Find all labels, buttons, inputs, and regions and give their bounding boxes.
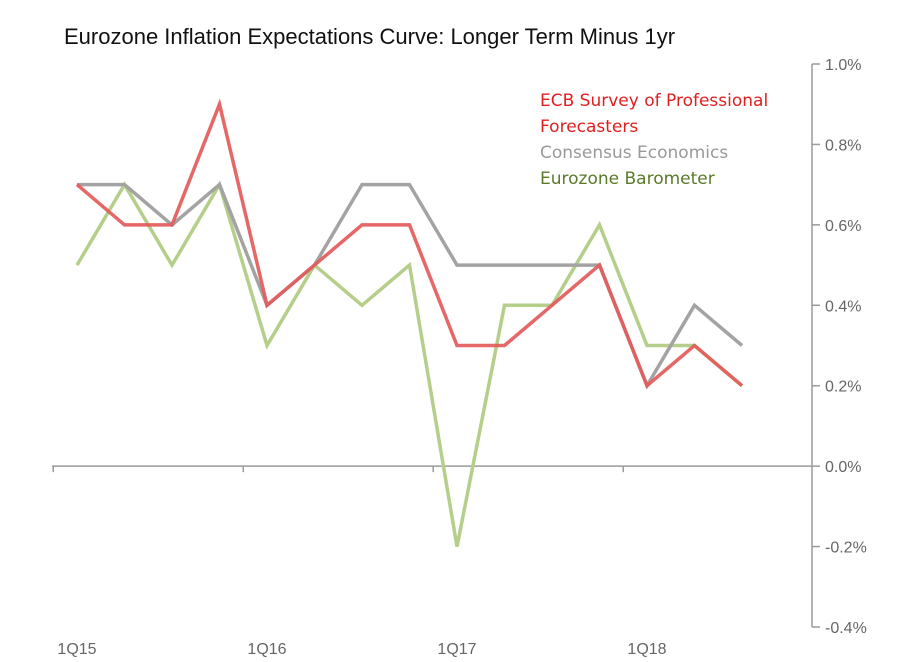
legend-entry-ecb-line2: Forecasters — [540, 117, 639, 137]
y-tick-label: 0.4% — [825, 298, 861, 315]
y-tick-label: 0.2% — [825, 379, 861, 396]
series-line-eurozone-barometer — [75, 180, 744, 547]
x-tick-label: 1Q16 — [247, 641, 286, 658]
y-tick-label: 0.8% — [825, 137, 861, 154]
axis-labels: 1.0% 0.8% 0.6% 0.4% 0.2% 0.0% -0.2% -0.4% 1Q15 1Q… — [57, 57, 866, 658]
x-tick-label: 1Q15 — [57, 641, 96, 658]
chart-title: Eurozone Inflation Expectations Curve: L… — [64, 24, 676, 49]
y-tick-label: 0.0% — [825, 459, 861, 476]
y-tick-label: 0.6% — [825, 218, 861, 235]
y-tick-label: 1.0% — [825, 57, 861, 74]
x-tick-label: 1Q17 — [437, 641, 476, 658]
legend-entry-ecb-line1: ECB Survey of Professional — [540, 91, 769, 111]
x-tick-label: 1Q18 — [627, 641, 666, 658]
series-line-ecb-survey-of-professional-forecasters — [75, 98, 744, 389]
legend-entry-consensus: Consensus Economics — [540, 143, 729, 163]
y-tick-label: -0.4% — [825, 620, 867, 637]
legend-entry-barometer: Eurozone Barometer — [540, 169, 715, 189]
legend: ECB Survey of Professional Forecasters C… — [540, 88, 768, 192]
axes — [52, 63, 820, 628]
series-lines — [75, 98, 744, 547]
y-tick-label: -0.2% — [825, 540, 867, 557]
